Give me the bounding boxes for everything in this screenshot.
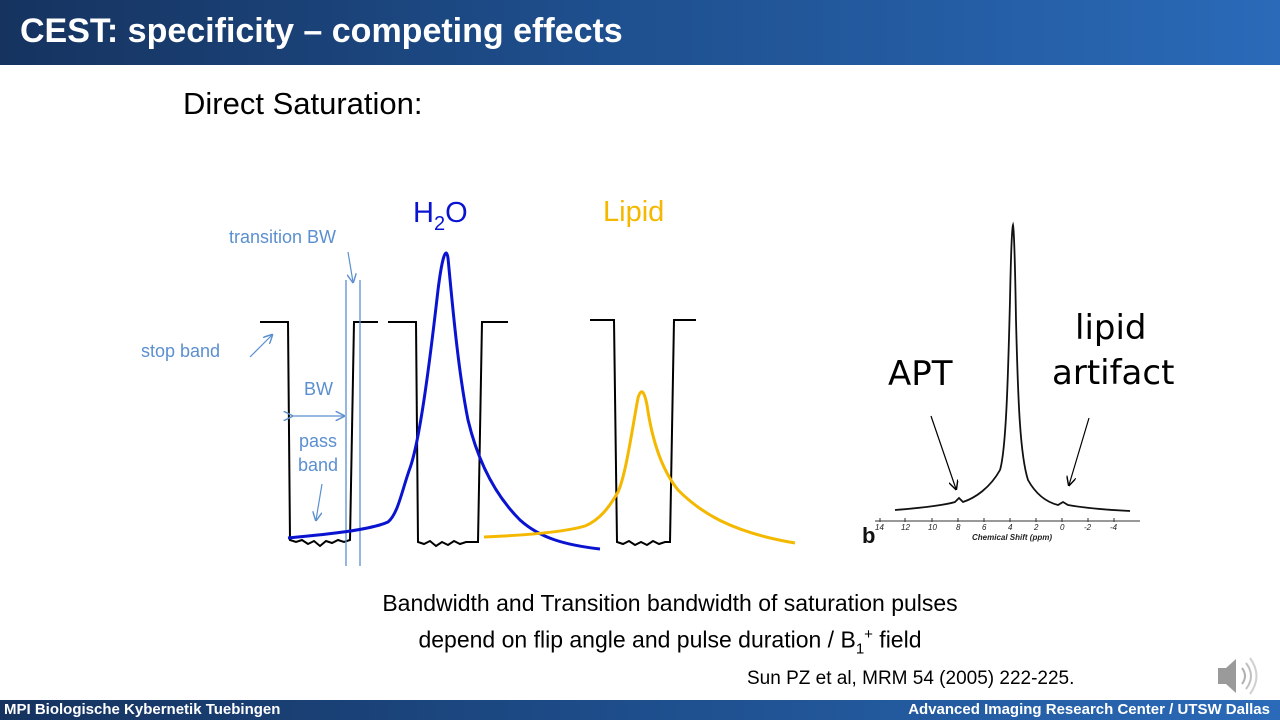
saturation-profile-2 bbox=[388, 321, 508, 548]
slide-title: CEST: specificity – competing effects bbox=[20, 12, 623, 50]
h2o-label: H2O bbox=[413, 197, 468, 235]
transition-arrow bbox=[348, 251, 353, 282]
citation: Sun PZ et al, MRM 54 (2005) 222-225. bbox=[747, 668, 1075, 689]
tick-label: -4 bbox=[1110, 523, 1118, 532]
lipid-artifact-label-1: lipid bbox=[1075, 308, 1147, 348]
tick-label: 2 bbox=[1033, 523, 1039, 532]
tick-label: 14 bbox=[875, 523, 884, 532]
pass-band-label-1: pass bbox=[299, 431, 337, 451]
spectrum-axis-title: Chemical Shift (ppm) bbox=[972, 533, 1052, 542]
caption-line-1: Bandwidth and Transition bandwidth of sa… bbox=[382, 590, 958, 616]
tick-label: 12 bbox=[901, 523, 910, 532]
section-title: Direct Saturation: bbox=[183, 86, 423, 121]
pass-band-label-2: band bbox=[298, 455, 338, 475]
stop-band-arrow bbox=[249, 335, 272, 358]
lipid-label: Lipid bbox=[603, 196, 664, 228]
stop-band-label: stop band bbox=[141, 341, 220, 361]
tick-label: 10 bbox=[928, 523, 937, 532]
caption: Bandwidth and Transition bandwidth of sa… bbox=[300, 588, 1040, 664]
apt-arrow bbox=[930, 415, 956, 489]
spectrum-panel: 14 12 10 8 6 4 2 0 -2 -4 Chemical Shift … bbox=[862, 221, 1174, 548]
h2o-curve bbox=[287, 251, 601, 551]
bw-label: BW bbox=[304, 379, 333, 399]
spectrum-trace bbox=[894, 221, 1131, 512]
tick-label: 6 bbox=[982, 523, 987, 532]
tick-label: 4 bbox=[1008, 523, 1013, 532]
lipid-curve bbox=[483, 390, 796, 545]
spectrum-ticks bbox=[879, 518, 1115, 522]
lipid-artifact-arrow bbox=[1069, 417, 1090, 485]
footer-bar: MPI Biologische Kybernetik Tuebingen Adv… bbox=[0, 700, 1280, 720]
tick-label: -2 bbox=[1084, 523, 1092, 532]
saturation-profile-1 bbox=[260, 321, 378, 548]
saturation-profile-3 bbox=[590, 319, 696, 547]
panel-letter: b bbox=[862, 523, 875, 548]
transition-bw-label: transition BW bbox=[229, 227, 336, 247]
lipid-artifact-label-2: artifact bbox=[1052, 353, 1174, 393]
footer-right-text: Advanced Imaging Research Center / UTSW … bbox=[908, 701, 1270, 718]
caption-line-2: depend on flip angle and pulse duration … bbox=[418, 626, 922, 658]
tick-label: 8 bbox=[956, 523, 961, 532]
title-bar: CEST: specificity – competing effects bbox=[0, 0, 1280, 65]
apt-label: APT bbox=[888, 354, 953, 394]
footer-left-text: MPI Biologische Kybernetik Tuebingen bbox=[4, 701, 281, 718]
pass-band-arrow bbox=[316, 483, 323, 520]
speaker-icon[interactable] bbox=[1218, 657, 1258, 695]
tick-label: 0 bbox=[1060, 523, 1065, 532]
